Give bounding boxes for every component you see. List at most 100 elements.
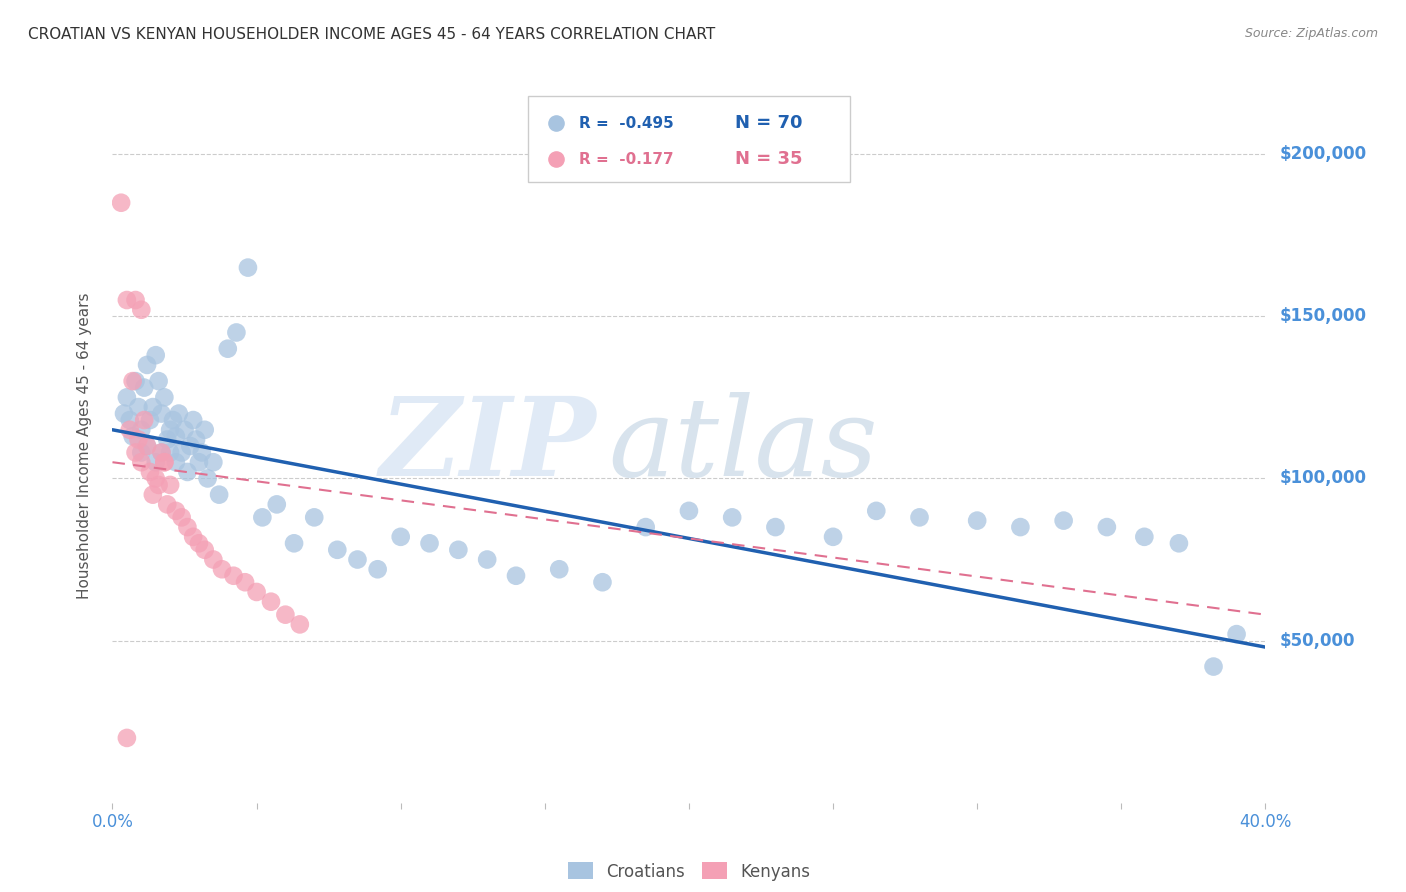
Point	[159, 423, 181, 437]
Point	[150, 445, 173, 459]
Point	[121, 429, 143, 443]
Point	[153, 455, 176, 469]
Point	[821, 530, 844, 544]
Point	[184, 433, 207, 447]
Point	[156, 497, 179, 511]
Text: N = 35: N = 35	[735, 150, 803, 168]
Point	[134, 413, 156, 427]
Point	[148, 374, 170, 388]
Point	[170, 510, 193, 524]
Text: $200,000: $200,000	[1279, 145, 1367, 163]
Point	[167, 407, 190, 421]
Point	[124, 374, 146, 388]
Point	[419, 536, 441, 550]
Point	[1202, 659, 1225, 673]
Point	[346, 552, 368, 566]
Point	[1211, 796, 1233, 810]
Point	[447, 542, 470, 557]
Point	[194, 423, 217, 437]
Y-axis label: Householder Income Ages 45 - 64 years: Householder Income Ages 45 - 64 years	[77, 293, 91, 599]
Text: N = 70: N = 70	[735, 114, 803, 132]
Point	[162, 413, 184, 427]
Point	[165, 455, 187, 469]
Point	[136, 439, 159, 453]
Point	[217, 342, 239, 356]
Point	[129, 455, 153, 469]
Point	[156, 433, 179, 447]
Point	[245, 585, 267, 599]
Point	[129, 302, 153, 317]
Point	[150, 407, 173, 421]
Point	[475, 552, 498, 566]
Point	[127, 400, 149, 414]
Point	[139, 465, 162, 479]
Point	[134, 381, 156, 395]
Text: Source: ZipAtlas.com: Source: ZipAtlas.com	[1244, 27, 1378, 40]
Point	[136, 358, 159, 372]
Point	[765, 520, 787, 534]
Point	[721, 510, 744, 524]
Point	[1095, 520, 1118, 534]
Text: $100,000: $100,000	[1279, 469, 1367, 487]
Point	[145, 471, 167, 485]
Point	[1052, 514, 1074, 528]
Point	[153, 390, 176, 404]
Point	[150, 445, 173, 459]
Point	[142, 400, 165, 414]
Point	[266, 497, 288, 511]
Point	[288, 617, 311, 632]
Text: R =  -0.495: R = -0.495	[579, 116, 673, 131]
Point	[118, 423, 141, 437]
Point	[1167, 536, 1189, 550]
Point	[142, 488, 165, 502]
Point	[505, 568, 527, 582]
Point	[136, 439, 159, 453]
Point	[181, 530, 204, 544]
Text: $150,000: $150,000	[1279, 307, 1367, 326]
Point	[260, 595, 283, 609]
Point	[634, 520, 657, 534]
Point	[176, 520, 198, 534]
Point	[112, 407, 135, 421]
Point	[145, 348, 167, 362]
Point	[145, 455, 167, 469]
Point	[908, 510, 931, 524]
Point	[165, 429, 187, 443]
Point	[592, 575, 614, 590]
Point	[1010, 520, 1032, 534]
Point	[179, 439, 201, 453]
FancyBboxPatch shape	[527, 96, 851, 182]
Point	[304, 510, 326, 524]
Point	[202, 455, 225, 469]
Point	[115, 390, 138, 404]
Point	[173, 423, 195, 437]
Point	[274, 607, 297, 622]
Point	[197, 471, 219, 485]
Point	[865, 504, 887, 518]
Point	[165, 504, 187, 518]
Point	[176, 465, 198, 479]
Point	[115, 731, 138, 745]
Point	[211, 562, 233, 576]
Point	[153, 455, 176, 469]
Point	[188, 536, 211, 550]
Point	[188, 455, 211, 469]
Point	[1133, 530, 1156, 544]
Point	[367, 562, 389, 576]
Point	[236, 260, 259, 275]
Point	[181, 413, 204, 427]
Point	[124, 445, 146, 459]
Text: atlas: atlas	[609, 392, 877, 500]
Point	[194, 542, 217, 557]
Point	[159, 478, 181, 492]
Point	[121, 374, 143, 388]
Point	[115, 293, 138, 307]
Legend: Croatians, Kenyans: Croatians, Kenyans	[561, 855, 817, 888]
Point	[233, 575, 256, 590]
Point	[159, 445, 181, 459]
Point	[129, 423, 153, 437]
Point	[148, 478, 170, 492]
Text: CROATIAN VS KENYAN HOUSEHOLDER INCOME AGES 45 - 64 YEARS CORRELATION CHART: CROATIAN VS KENYAN HOUSEHOLDER INCOME AG…	[28, 27, 716, 42]
Point	[678, 504, 700, 518]
Point	[110, 195, 132, 210]
